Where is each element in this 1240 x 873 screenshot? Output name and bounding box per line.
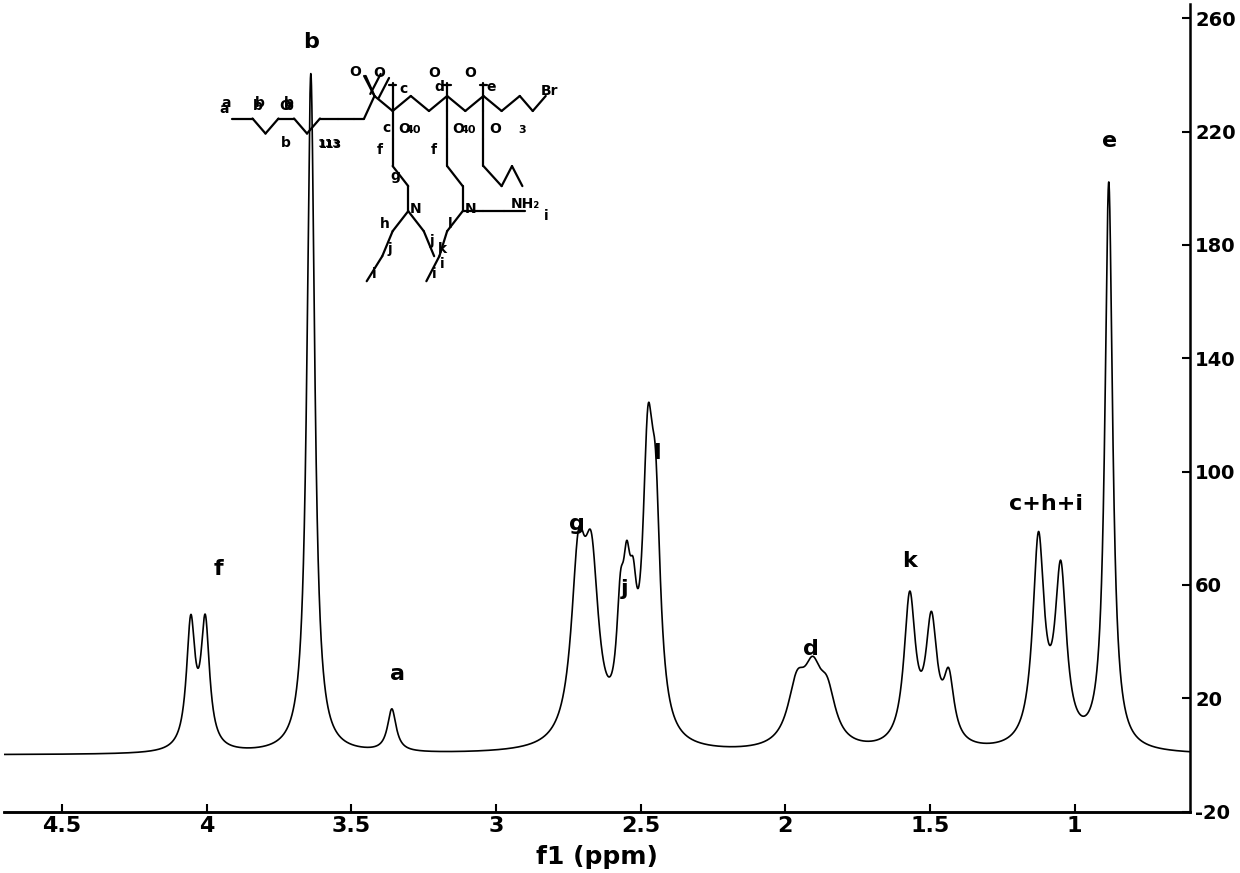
Text: c+h+i: c+h+i (1008, 494, 1083, 514)
Text: j: j (621, 579, 629, 599)
Text: f: f (213, 560, 223, 580)
Text: b: b (303, 32, 319, 52)
Text: a: a (391, 664, 405, 684)
Text: d: d (804, 639, 820, 658)
X-axis label: f1 (ppm): f1 (ppm) (537, 845, 658, 869)
Text: k: k (903, 551, 918, 571)
Text: g: g (569, 514, 585, 534)
Text: l: l (652, 443, 661, 464)
Text: e: e (1102, 132, 1117, 152)
